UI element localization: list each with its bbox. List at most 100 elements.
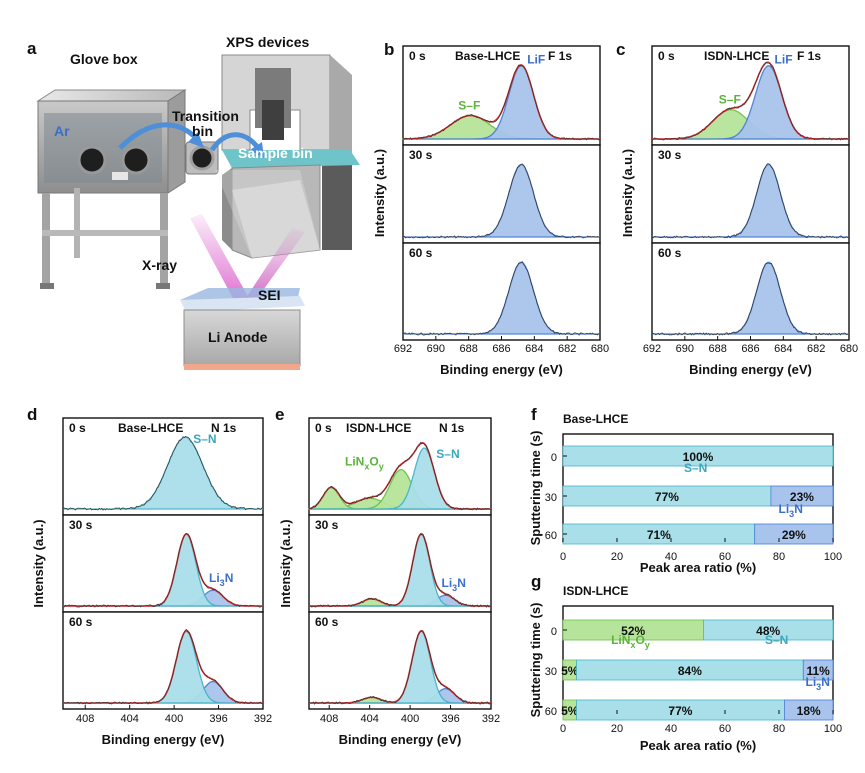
spectrum-b-1: 30 s: [402, 144, 601, 244]
time-label: 60 s: [315, 615, 339, 629]
x-axis-label: Peak area ratio (%): [640, 738, 756, 753]
sample-label: ISDN-LHCE: [346, 421, 411, 435]
x-axis-label: Binding energy (eV): [102, 732, 225, 747]
peak-label-cyan: S–N: [193, 432, 216, 446]
peak-label-green: S–F: [458, 99, 480, 113]
x-tick-label: 690: [427, 343, 445, 355]
core-level-label: F 1s: [797, 49, 821, 63]
label-sample-bin: Sample bin: [238, 145, 313, 161]
panel-label-g: g: [531, 572, 541, 591]
time-label: 60 s: [409, 246, 433, 260]
raw-spectrum: [62, 533, 264, 608]
peak-label-blue: Li3N: [209, 571, 233, 588]
glove-box: [36, 89, 219, 289]
x-tick-label: 100: [824, 723, 842, 735]
core-level-label: N 1s: [211, 421, 237, 435]
x-tick-label: 20: [611, 723, 623, 735]
x-tick-label: 690: [676, 343, 694, 355]
peak-label-green: S–F: [719, 93, 741, 107]
xray-beam: [190, 214, 250, 304]
x-tick-label: 100: [824, 551, 842, 563]
raw-spectrum: [308, 532, 492, 608]
x-axis-label: Peak area ratio (%): [640, 560, 756, 575]
spectrum-d-2: 60 s: [62, 611, 264, 710]
y-tick-label: 60: [545, 530, 557, 542]
y-axis-label: Sputtering time (s): [528, 431, 543, 546]
raw-spectrum: [652, 262, 850, 336]
x-tick-label: 684: [525, 343, 543, 355]
x-tick-label: 0: [560, 723, 566, 735]
bar-chart-g: ISDN-LHCE 52% 48% 0 5% 84% 11% 30 5% 77% 18% 60 LiNx…: [528, 584, 842, 753]
x-tick-label: 408: [76, 713, 94, 725]
panel-label-f: f: [531, 405, 537, 424]
peak-label-blue: Li3N: [442, 576, 466, 593]
label-transition: Transition: [172, 108, 239, 124]
x-tick-label: 20: [611, 551, 623, 563]
label-bin: bin: [192, 123, 213, 139]
core-level-label: F 1s: [548, 49, 572, 63]
spectrum-e-0: 0 s N 1s ISDN-LHCE S–N LiNxOy: [308, 417, 492, 516]
x-tick-label: 404: [120, 713, 138, 725]
x-tick-label: 682: [558, 343, 576, 355]
bar-segment-blue: [802, 659, 834, 681]
spectrum-c-1: 30 s: [651, 144, 850, 244]
chart-title: Base-LHCE: [563, 412, 628, 426]
raw-spectrum: [308, 630, 492, 705]
y-tick-label: 30: [545, 666, 557, 678]
photoelectron-beam: [242, 228, 305, 304]
panel-label-c: c: [616, 40, 625, 59]
time-label: 30 s: [69, 518, 93, 532]
bar-value-label: 5%: [561, 664, 579, 678]
spectrum-b-2: 60 s: [402, 242, 601, 341]
time-label: 0 s: [315, 421, 332, 435]
x-tick-label: 400: [165, 713, 183, 725]
bar-value-label: 52%: [621, 624, 645, 638]
x-tick-label: 692: [394, 343, 412, 355]
spectrum-frame: [308, 514, 492, 613]
y-tick-label: 0: [551, 626, 557, 638]
x-tick-label: 396: [441, 713, 459, 725]
bar-segment-cyan: [703, 619, 834, 641]
sample-label: Base-LHCE: [455, 49, 520, 63]
x-tick-label: 80: [773, 551, 785, 563]
label-xray: X-ray: [142, 257, 177, 273]
xps-chart-c: 0 s F 1s ISDN-LHCE LiF S–F 30 s 60 s 692 690 688 6…: [620, 45, 858, 377]
time-label: 30 s: [658, 148, 682, 162]
y-axis-label: Intensity (a.u.): [372, 149, 387, 237]
x-tick-label: 392: [482, 713, 500, 725]
peak-label-green: LiNxOy: [345, 455, 384, 472]
x-tick-label: 688: [708, 343, 726, 355]
y-axis-label: Intensity (a.u.): [31, 519, 46, 607]
y-axis-label: Intensity (a.u.): [278, 519, 293, 607]
series-legend-label: Li3N: [806, 675, 830, 692]
x-axis-label: Binding energy (eV): [339, 732, 462, 747]
xps-chart-e: 0 s N 1s ISDN-LHCE S–N LiNxOy 30 s Li3N 60 s 408…: [278, 417, 500, 747]
raw-spectrum: [62, 435, 264, 511]
xps-chart-b: 0 s F 1s Base-LHCE LiF S–F 30 s 60 s 692 690 688 6…: [372, 45, 609, 377]
sample-label: Base-LHCE: [118, 421, 183, 435]
transfer-arrow-1: [118, 122, 198, 150]
time-label: 60 s: [69, 615, 93, 629]
bar-value-label: 71%: [647, 528, 671, 542]
peak-label-blue: LiF: [527, 53, 545, 67]
bar-value-label: 48%: [756, 624, 780, 638]
spectrum-c-0: 0 s F 1s ISDN-LHCE LiF S–F: [651, 45, 850, 146]
raw-spectrum: [402, 64, 601, 141]
series-legend-label: Li3N: [779, 502, 803, 519]
bar-value-label: 11%: [806, 664, 830, 678]
x-tick-label: 392: [254, 713, 272, 725]
time-label: 30 s: [315, 518, 339, 532]
label-li-anode: Li Anode: [208, 329, 268, 345]
chart-title: ISDN-LHCE: [563, 584, 628, 598]
raw-spectrum: [402, 261, 601, 336]
x-tick-label: 686: [492, 343, 510, 355]
x-tick-label: 682: [807, 343, 825, 355]
x-tick-label: 684: [774, 343, 792, 355]
time-label: 30 s: [409, 148, 433, 162]
panel-label-e: e: [275, 405, 284, 424]
bar-value-label: 5%: [561, 704, 579, 718]
x-axis-label: Binding energy (eV): [689, 362, 812, 377]
label-glove-box: Glove box: [70, 51, 138, 67]
core-level-label: N 1s: [439, 421, 465, 435]
raw-spectrum: [652, 61, 850, 141]
